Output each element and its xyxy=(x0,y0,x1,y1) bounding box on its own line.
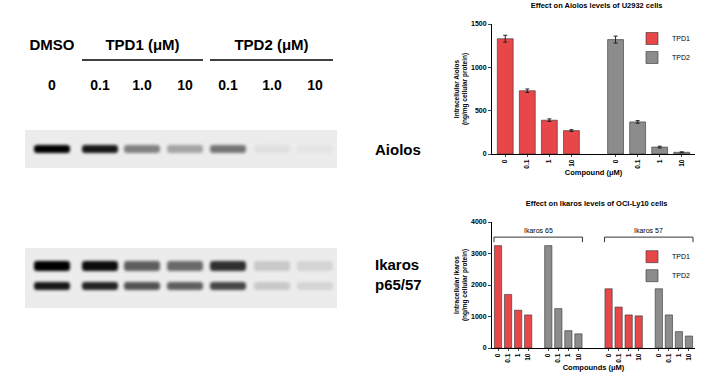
svg-text:10: 10 xyxy=(524,353,531,361)
svg-text:0: 0 xyxy=(48,77,56,93)
svg-text:TPD1 (μM): TPD1 (μM) xyxy=(105,36,179,53)
svg-text:Compounds (μM): Compounds (μM) xyxy=(563,363,625,372)
svg-text:10: 10 xyxy=(575,353,582,361)
svg-text:Intracellular Ikaros(ng/mg cel: Intracellular Ikaros(ng/mg cellular prot… xyxy=(453,249,469,321)
svg-text:0.1: 0.1 xyxy=(615,353,622,362)
svg-text:0.1: 0.1 xyxy=(554,353,561,362)
svg-text:1: 1 xyxy=(675,353,682,357)
svg-text:0.1: 0.1 xyxy=(218,77,238,93)
svg-text:1.0: 1.0 xyxy=(132,77,152,93)
svg-text:TPD2 (μM): TPD2 (μM) xyxy=(234,36,308,53)
svg-text:10: 10 xyxy=(685,353,692,361)
svg-text:1: 1 xyxy=(625,353,632,357)
svg-text:1: 1 xyxy=(545,159,552,163)
svg-text:0: 0 xyxy=(612,159,619,163)
svg-text:Ikaros 65: Ikaros 65 xyxy=(524,227,553,234)
svg-text:10: 10 xyxy=(307,77,323,93)
svg-text:0: 0 xyxy=(483,344,487,351)
svg-text:TPD2: TPD2 xyxy=(672,272,690,279)
svg-text:p65/57: p65/57 xyxy=(375,276,422,293)
svg-text:1000: 1000 xyxy=(471,313,487,320)
svg-text:0: 0 xyxy=(501,159,508,163)
svg-text:3000: 3000 xyxy=(471,250,487,257)
svg-text:0.1: 0.1 xyxy=(634,159,641,168)
svg-text:Effect on Aiolos levels of U29: Effect on Aiolos levels of U2932 cells xyxy=(531,1,663,10)
svg-text:0.1: 0.1 xyxy=(665,353,672,362)
svg-text:1500: 1500 xyxy=(471,20,487,27)
svg-text:0: 0 xyxy=(655,353,662,357)
svg-text:0: 0 xyxy=(483,150,487,157)
svg-text:2000: 2000 xyxy=(471,281,487,288)
svg-text:Intracellular Aiolos(ng/mg cel: Intracellular Aiolos(ng/mg cellular prot… xyxy=(453,53,469,125)
svg-text:TPD1: TPD1 xyxy=(672,35,690,42)
svg-text:Aiolos: Aiolos xyxy=(375,141,421,158)
svg-text:10: 10 xyxy=(678,159,685,167)
svg-text:0: 0 xyxy=(544,353,551,357)
svg-text:1.0: 1.0 xyxy=(262,77,282,93)
svg-text:DMSO: DMSO xyxy=(30,36,75,53)
svg-text:TPD1: TPD1 xyxy=(672,253,690,260)
svg-text:1: 1 xyxy=(656,159,663,163)
svg-text:10: 10 xyxy=(177,77,193,93)
svg-text:4000: 4000 xyxy=(471,218,487,225)
svg-text:Compound (μM): Compound (μM) xyxy=(565,168,623,177)
svg-text:1000: 1000 xyxy=(471,64,487,71)
svg-text:10: 10 xyxy=(568,159,575,167)
svg-text:TPD2: TPD2 xyxy=(672,54,690,61)
svg-text:1: 1 xyxy=(514,353,521,357)
svg-text:Effect on Ikaros levels of OCI: Effect on Ikaros levels of OCI-Ly10 cell… xyxy=(526,199,668,208)
svg-text:0.1: 0.1 xyxy=(523,159,530,168)
svg-text:0: 0 xyxy=(605,353,612,357)
svg-text:1: 1 xyxy=(564,353,571,357)
svg-text:0: 0 xyxy=(494,353,501,357)
svg-text:0.1: 0.1 xyxy=(504,353,511,362)
svg-text:Ikaros: Ikaros xyxy=(375,256,419,273)
svg-text:Ikaros 57: Ikaros 57 xyxy=(634,227,663,234)
svg-text:500: 500 xyxy=(475,107,487,114)
svg-text:10: 10 xyxy=(635,353,642,361)
svg-text:0.1: 0.1 xyxy=(90,77,110,93)
